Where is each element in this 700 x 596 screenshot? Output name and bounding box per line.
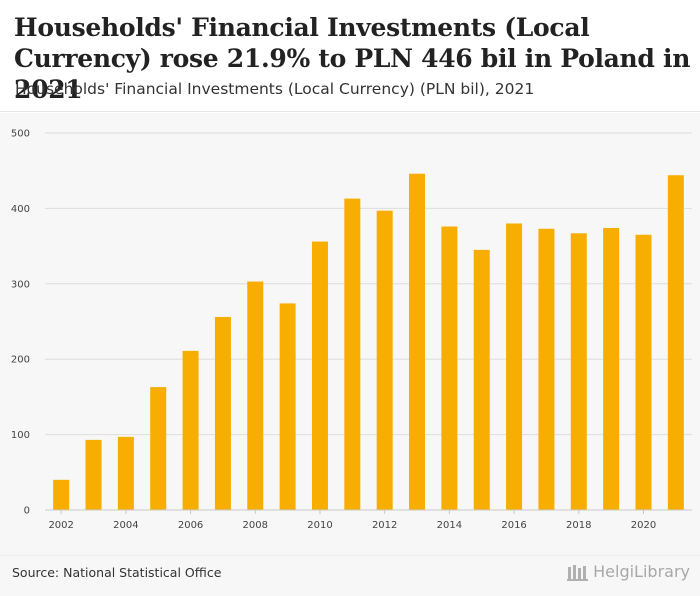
chart-subtitle: Households' Financial Investments (Local… [15,80,535,98]
x-tick-label: 2002 [48,520,73,531]
chart-footer: Source: National Statistical Office Helg… [0,555,700,596]
library-icon [567,564,589,581]
source-note: Source: National Statistical Office [12,565,222,580]
bar-2008 [247,281,264,510]
bar-2019 [603,228,620,510]
x-tick-label: 2020 [631,520,656,531]
y-tick-label: 200 [11,355,30,366]
bar-chart: 0 100 200 300 400 500 2002 2004 2006 2008 2010 2012… [11,129,692,531]
x-tick-label: 2018 [566,520,591,531]
chart-header: Households' Financial Investments (Local… [0,0,700,112]
y-tick-label: 300 [11,279,30,290]
x-tick-label: 2010 [307,520,332,531]
bar-2017 [538,228,555,510]
x-tick-label: 2014 [437,520,462,531]
bar-2007 [214,316,231,510]
bar-2014 [441,226,458,510]
x-tick-label: 2008 [243,520,268,531]
bar-2018 [570,233,587,511]
bar-2011 [344,198,361,510]
bar-2010 [311,241,328,511]
x-tick-label: 2012 [372,520,397,531]
bar-2005 [150,387,167,510]
chart-title: Households' Financial Investments (Local… [14,13,691,104]
bar-2012 [376,210,393,511]
x-tick-label: 2016 [501,520,526,531]
brand-name: HelgiLibrary [593,562,690,581]
bar-2006 [182,350,199,510]
bar-2002 [53,479,70,510]
y-tick-label: 400 [11,204,30,215]
y-tick-label: 0 [24,506,30,517]
brand-logo[interactable]: HelgiLibrary [567,562,690,581]
bar-2020 [635,234,652,510]
y-tick-label: 500 [11,129,30,140]
bar-2004 [117,436,134,510]
plot-area: 0 100 200 300 400 500 2002 2004 2006 2008 2010 2012… [0,113,700,555]
y-tick-label: 100 [11,430,30,441]
bar-2013 [409,173,426,510]
bar-2021 [667,175,684,510]
bar-2016 [506,223,523,510]
x-tick-label: 2006 [178,520,203,531]
bar-2009 [279,303,296,510]
x-tick-label: 2004 [113,520,138,531]
bar-2003 [85,439,102,510]
bar-2015 [473,249,490,510]
